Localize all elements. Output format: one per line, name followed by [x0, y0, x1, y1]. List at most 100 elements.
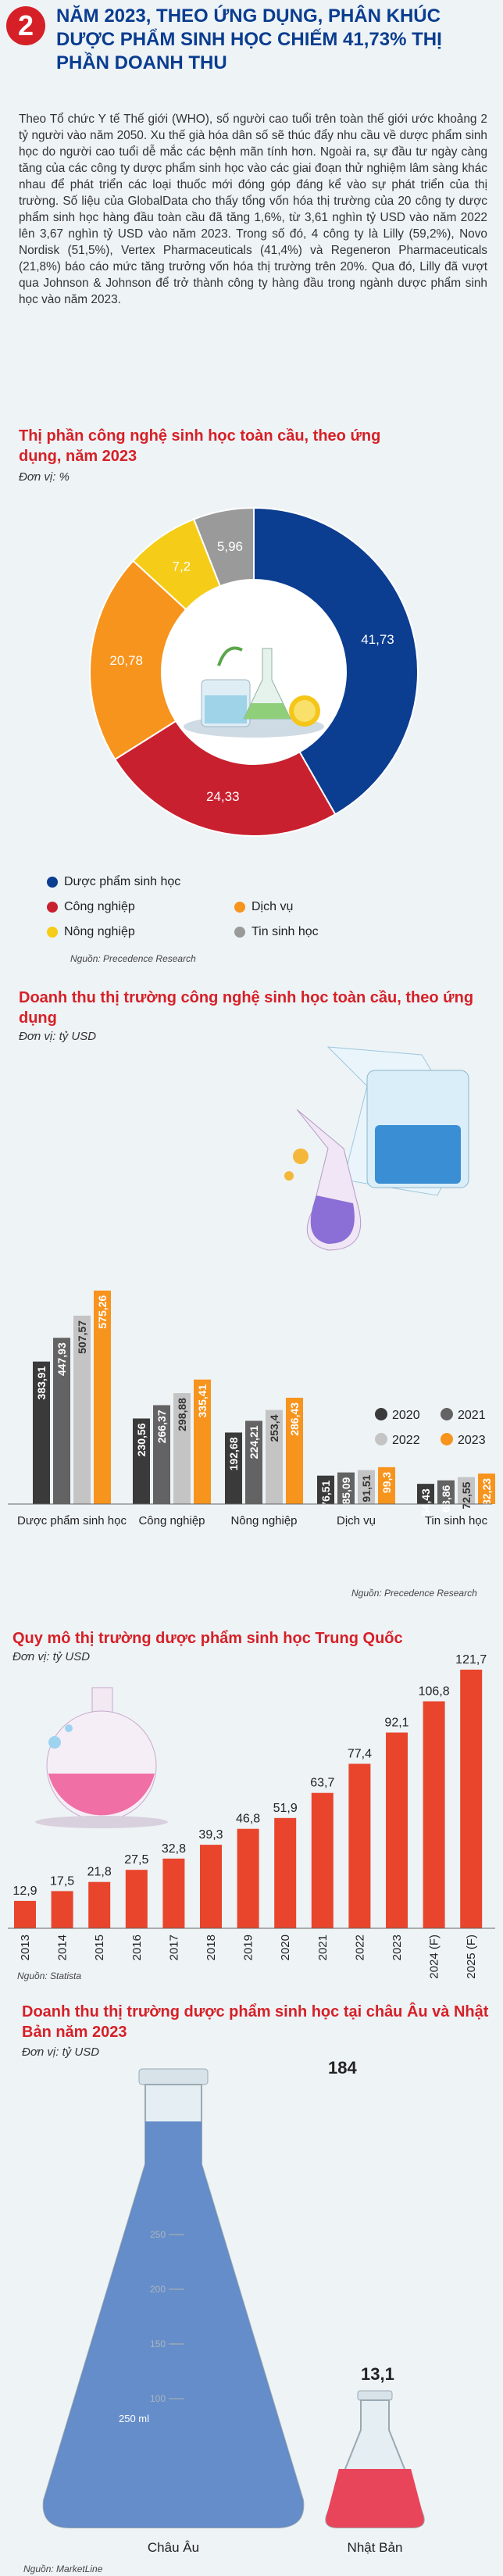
flask-volume-label: 250 ml — [119, 2413, 149, 2424]
bar — [266, 1409, 283, 1504]
bar-value-label: 286,43 — [288, 1402, 301, 1436]
category-label: 2022 — [353, 1935, 366, 1960]
donut-chart: 41,73 24,33 20,78 7,2 5,96 — [89, 506, 419, 837]
bar-value-label: 447,93 — [55, 1342, 68, 1376]
bar — [14, 1900, 36, 1928]
flask-chart-title: Doanh thu thị trường dược phẩm sinh học … — [22, 2003, 489, 2041]
bar — [358, 1470, 375, 1504]
bar — [200, 1845, 222, 1928]
flask-nhat-ban — [325, 2390, 425, 2528]
bar-value-label: 63,7 — [310, 1777, 334, 1790]
value-label-nhat-ban: 13,1 — [361, 2364, 394, 2384]
legend-2022: 2022 — [392, 1434, 420, 1447]
legend-label: Dược phẩm sinh học — [64, 875, 181, 888]
flask-scale-label: 200 — [150, 2284, 166, 2295]
bar — [225, 1432, 242, 1504]
legend-item: Tin sinh học — [234, 925, 319, 939]
bar-value-label: 51,9 — [273, 1802, 298, 1815]
legend-2020: 2020 — [392, 1409, 420, 1422]
bar-value-label: 77,4 — [348, 1747, 372, 1760]
bar — [94, 1290, 111, 1504]
bar — [317, 1475, 334, 1504]
bar-value-label: 85,09 — [340, 1477, 352, 1504]
bar — [33, 1361, 50, 1504]
bar — [386, 1732, 408, 1928]
china-bar-unit: Đơn vị: tỷ USD — [12, 1650, 91, 1663]
category-label: 2024 (F) — [428, 1935, 441, 1979]
slice-value-label: 7,2 — [172, 559, 191, 574]
category-label: 2020 — [279, 1935, 292, 1960]
slice-value-label: 5,96 — [217, 539, 243, 554]
bar-value-label: 192,68 — [227, 1437, 240, 1470]
category-label: 2013 — [19, 1935, 32, 1960]
china-bar-chart: 12,9 17,5 21,8 27,5 32,8 39,3 46,8 51,9 63,7 77,4… — [8, 1653, 495, 1979]
bar — [348, 1763, 371, 1928]
bar-value-label: 335,41 — [196, 1384, 209, 1417]
bar-value-label: 92,1 — [384, 1716, 408, 1729]
bar-value-label: 39,3 — [198, 1828, 223, 1842]
legend-swatch — [234, 902, 245, 913]
category-label: 2018 — [205, 1935, 218, 1960]
china-bar-source: Nguồn: Statista — [17, 1970, 82, 1981]
category-label: Tin sinh học — [425, 1514, 488, 1527]
round-flask-illustration — [35, 1687, 168, 1828]
category-label: Dược phẩm sinh học — [17, 1514, 127, 1527]
grouped-bar-chart: 383,91 447,93 507,57 575,26 230,56 266,37 298,… — [8, 1046, 495, 1527]
grouped-bar-source: Nguồn: Precedence Research — [351, 1588, 477, 1599]
category-nhat-ban: Nhật Bản — [348, 2540, 403, 2555]
legend-item: Dịch vụ — [234, 900, 293, 914]
legend-label: Dịch vụ — [251, 900, 294, 913]
legend-swatch — [234, 927, 245, 938]
value-label-chau-au: 184 — [328, 2058, 357, 2078]
pie-chart-unit: Đơn vị: % — [19, 470, 70, 484]
bar-value-label: 383,91 — [35, 1366, 48, 1399]
category-label: 2016 — [130, 1935, 144, 1960]
category-label: Nông nghiệp — [230, 1514, 297, 1527]
bar-value-label: 72,55 — [460, 1481, 473, 1509]
bar — [173, 1393, 191, 1504]
bar-value-label: 82,23 — [480, 1478, 493, 1506]
legend-label: Tin sinh học — [251, 925, 319, 938]
grouped-bar-unit: Đơn vị: tỷ USD — [19, 1030, 97, 1043]
section-number-badge: 2 — [6, 6, 45, 45]
page-title: Năm 2023, theo ứng dụng, phân khúc dược … — [56, 5, 442, 73]
category-label: Dịch vụ — [337, 1514, 376, 1527]
bar — [423, 1701, 445, 1928]
category-chau-au: Châu Âu — [148, 2540, 199, 2555]
bar — [88, 1881, 111, 1928]
bar-value-label: 99,3 — [380, 1472, 393, 1493]
bar — [53, 1338, 70, 1504]
bar — [311, 1792, 334, 1928]
bar-value-label: 63,86 — [440, 1485, 452, 1512]
bar-value-label: 27,5 — [124, 1853, 148, 1867]
bar — [133, 1418, 150, 1504]
bar — [458, 1477, 475, 1504]
bar-value-label: 32,8 — [162, 1842, 186, 1856]
slice-value-label: 41,73 — [361, 632, 394, 647]
bar — [417, 1484, 434, 1504]
bar — [194, 1379, 211, 1504]
category-label: 2025 (F) — [465, 1935, 478, 1979]
flask-liquid-chau-au — [43, 2121, 304, 2528]
bar-value-label: 91,51 — [360, 1474, 373, 1502]
bar — [125, 1870, 148, 1928]
bar — [460, 1669, 483, 1928]
bar-value-label: 230,56 — [135, 1423, 148, 1456]
category-label: 2023 — [391, 1935, 404, 1960]
bar-value-label: 17,5 — [50, 1874, 74, 1888]
slice-value-label: 20,78 — [109, 653, 143, 668]
bar-value-label: 106,8 — [419, 1685, 450, 1699]
legend-swatch — [47, 927, 58, 938]
bar-value-label: 54,43 — [419, 1488, 432, 1516]
legend-2021: 2021 — [458, 1409, 486, 1422]
legend-swatch — [47, 877, 58, 888]
bar-value-label: 46,8 — [236, 1813, 260, 1826]
flask-scale-label: 100 — [150, 2393, 166, 2404]
flask-liquid-nhat-ban — [326, 2469, 424, 2528]
grouped-bar-legend: 2020 2021 2022 2023 — [375, 1408, 486, 1447]
bar-value-label: 253,4 — [268, 1414, 280, 1442]
bar-value-label: 121,7 — [455, 1653, 487, 1667]
intro-paragraph: Theo Tổ chức Y tế Thế giới (WHO), số ngư… — [19, 113, 487, 306]
bar — [337, 1472, 355, 1504]
bar-value-label: 21,8 — [87, 1866, 112, 1879]
